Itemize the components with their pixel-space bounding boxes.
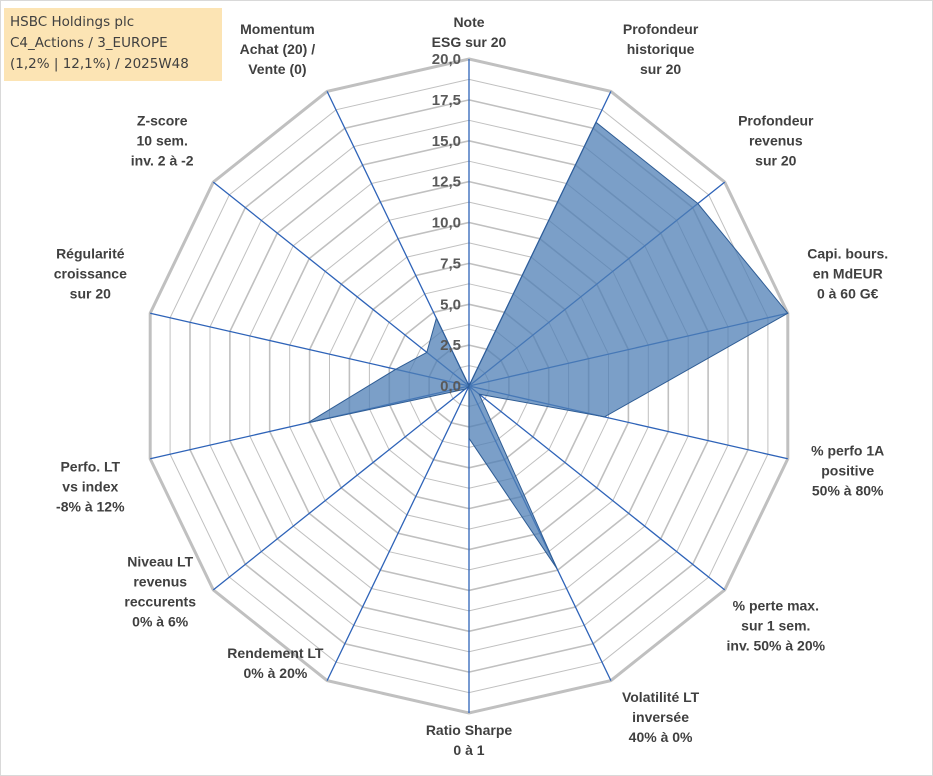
axis-spoke — [468, 385, 726, 591]
axis-spoke — [326, 385, 470, 681]
range-and-week: (1,2% | 12,1%) / 2025W48 — [10, 56, 189, 72]
axis-label: Volatilité LT inversée 40% à 0% — [622, 689, 700, 745]
series-area — [307, 121, 789, 569]
axis-spoke — [212, 385, 470, 591]
tick-label: 20,0 — [432, 51, 461, 68]
axis-label: Profondeur historique sur 20 — [623, 21, 699, 77]
tick-label: 2,5 — [440, 337, 461, 354]
axis-label: Régularité croissance sur 20 — [54, 245, 127, 301]
axis-label: Rendement LT 0% à 20% — [227, 645, 324, 681]
company-name: HSBC Holdings plc — [10, 14, 135, 30]
axis-label: Capi. bours. en MdEUR 0 à 60 G€ — [807, 245, 888, 301]
axis-label: % perte max. sur 1 sem. inv. 50% à 20% — [727, 597, 826, 653]
category-path: C4_Actions / 3_EUROPE — [10, 35, 168, 51]
axis-label: Z-score 10 sem. inv. 2 à -2 — [131, 113, 194, 169]
axis-label: % perfo 1A positive 50% à 80% — [811, 443, 884, 499]
axis-label: Niveau LT revenus reccurents 0% à 6% — [124, 553, 196, 629]
axis-label: Perfo. LT vs index -8% à 12% — [56, 459, 125, 515]
axis-spoke — [212, 181, 470, 387]
axis-label: Ratio Sharpe 0 à 1 — [426, 722, 513, 758]
series-area-polygon — [307, 121, 789, 569]
tick-label: 5,0 — [440, 296, 461, 313]
tick-label: 17,5 — [432, 92, 461, 109]
tick-label: 15,0 — [432, 133, 461, 150]
tick-label: 7,5 — [440, 255, 461, 272]
info-box: HSBC Holdings plc C4_Actions / 3_EUROPE … — [4, 8, 222, 81]
axis-label: Momentum Achat (20) / Vente (0) — [240, 21, 316, 77]
tick-label: 12,5 — [432, 174, 461, 191]
axis-category-labels: Note ESG sur 20 Profondeur historique sur 20… — [54, 14, 888, 758]
radial-tick-labels: 0,0 2,5 5,0 7,5 10,0 12,5 15,0 17,5 20,0 — [432, 51, 461, 395]
tick-label: 0,0 — [440, 378, 461, 395]
axis-label: Note ESG sur 20 — [432, 14, 507, 50]
axis-label: Profondeur revenus sur 20 — [738, 113, 814, 169]
tick-label: 10,0 — [432, 215, 461, 232]
